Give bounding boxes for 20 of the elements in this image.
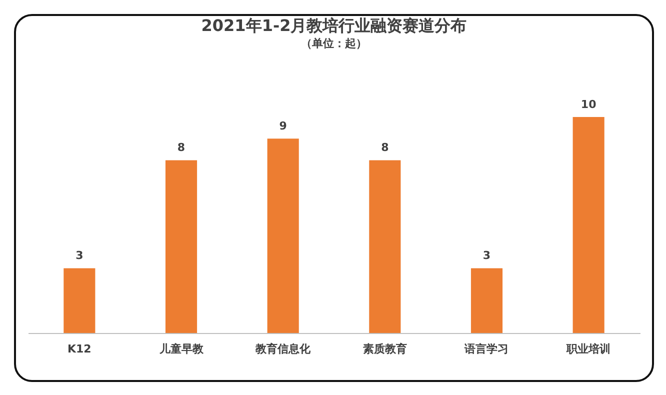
x-tick-label: 教育信息化 bbox=[254, 342, 312, 356]
x-tick-label: 语言学习 bbox=[464, 342, 509, 356]
x-tick-label: 职业培训 bbox=[566, 342, 611, 356]
bar bbox=[369, 160, 401, 333]
chart-subtitle: （单位：起） bbox=[301, 37, 367, 50]
data-label: 3 bbox=[482, 249, 491, 262]
x-tick-label: 素质教育 bbox=[362, 342, 407, 356]
chart-title: 2021年1-2月教培行业融资赛道分布 bbox=[201, 16, 467, 35]
x-tick-label: 儿童早教 bbox=[158, 342, 204, 356]
bar bbox=[165, 160, 198, 333]
bar bbox=[267, 138, 299, 333]
bar bbox=[470, 268, 503, 333]
bar bbox=[572, 117, 604, 333]
data-label: 8 bbox=[177, 141, 186, 154]
x-tick-label: K12 bbox=[68, 342, 92, 356]
bar bbox=[64, 268, 96, 333]
data-label: 9 bbox=[279, 120, 287, 133]
data-label: 3 bbox=[76, 249, 84, 262]
data-label: 8 bbox=[381, 141, 389, 154]
data-label: 10 bbox=[580, 98, 597, 111]
